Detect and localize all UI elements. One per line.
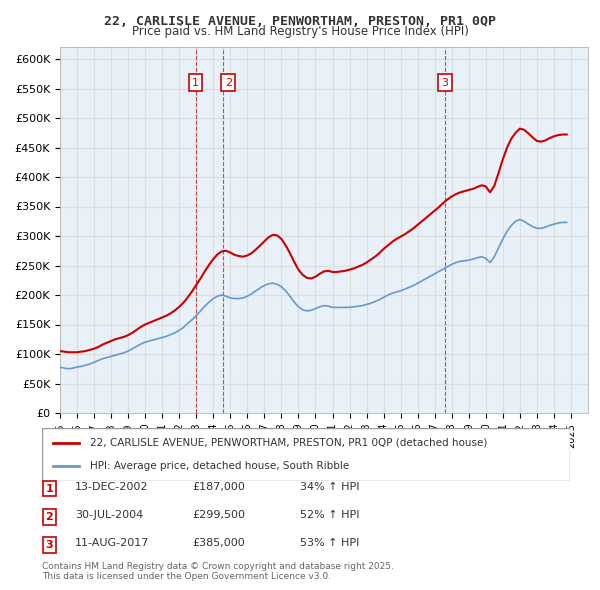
Text: 52% ↑ HPI: 52% ↑ HPI xyxy=(300,510,359,520)
Text: £299,500: £299,500 xyxy=(192,510,245,520)
FancyBboxPatch shape xyxy=(42,428,570,481)
Text: Contains HM Land Registry data © Crown copyright and database right 2025.
This d: Contains HM Land Registry data © Crown c… xyxy=(42,562,394,581)
FancyBboxPatch shape xyxy=(43,509,56,525)
Text: 30-JUL-2004: 30-JUL-2004 xyxy=(75,510,143,520)
Text: 22, CARLISLE AVENUE, PENWORTHAM, PRESTON, PR1 0QP: 22, CARLISLE AVENUE, PENWORTHAM, PRESTON… xyxy=(104,15,496,28)
Text: 1: 1 xyxy=(192,78,199,87)
Text: 3: 3 xyxy=(442,78,449,87)
Text: £187,000: £187,000 xyxy=(192,482,245,491)
FancyBboxPatch shape xyxy=(43,537,56,553)
Text: 3: 3 xyxy=(46,540,53,550)
Text: 11-AUG-2017: 11-AUG-2017 xyxy=(75,539,149,548)
Text: 13-DEC-2002: 13-DEC-2002 xyxy=(75,482,149,491)
Text: 34% ↑ HPI: 34% ↑ HPI xyxy=(300,482,359,491)
Text: 1: 1 xyxy=(46,484,53,493)
Text: £385,000: £385,000 xyxy=(192,539,245,548)
Text: Price paid vs. HM Land Registry's House Price Index (HPI): Price paid vs. HM Land Registry's House … xyxy=(131,25,469,38)
FancyBboxPatch shape xyxy=(43,480,56,497)
Text: 2: 2 xyxy=(46,512,53,522)
Text: 53% ↑ HPI: 53% ↑ HPI xyxy=(300,539,359,548)
Text: HPI: Average price, detached house, South Ribble: HPI: Average price, detached house, Sout… xyxy=(89,461,349,471)
Text: 22, CARLISLE AVENUE, PENWORTHAM, PRESTON, PR1 0QP (detached house): 22, CARLISLE AVENUE, PENWORTHAM, PRESTON… xyxy=(89,438,487,448)
Text: 2: 2 xyxy=(225,78,232,87)
